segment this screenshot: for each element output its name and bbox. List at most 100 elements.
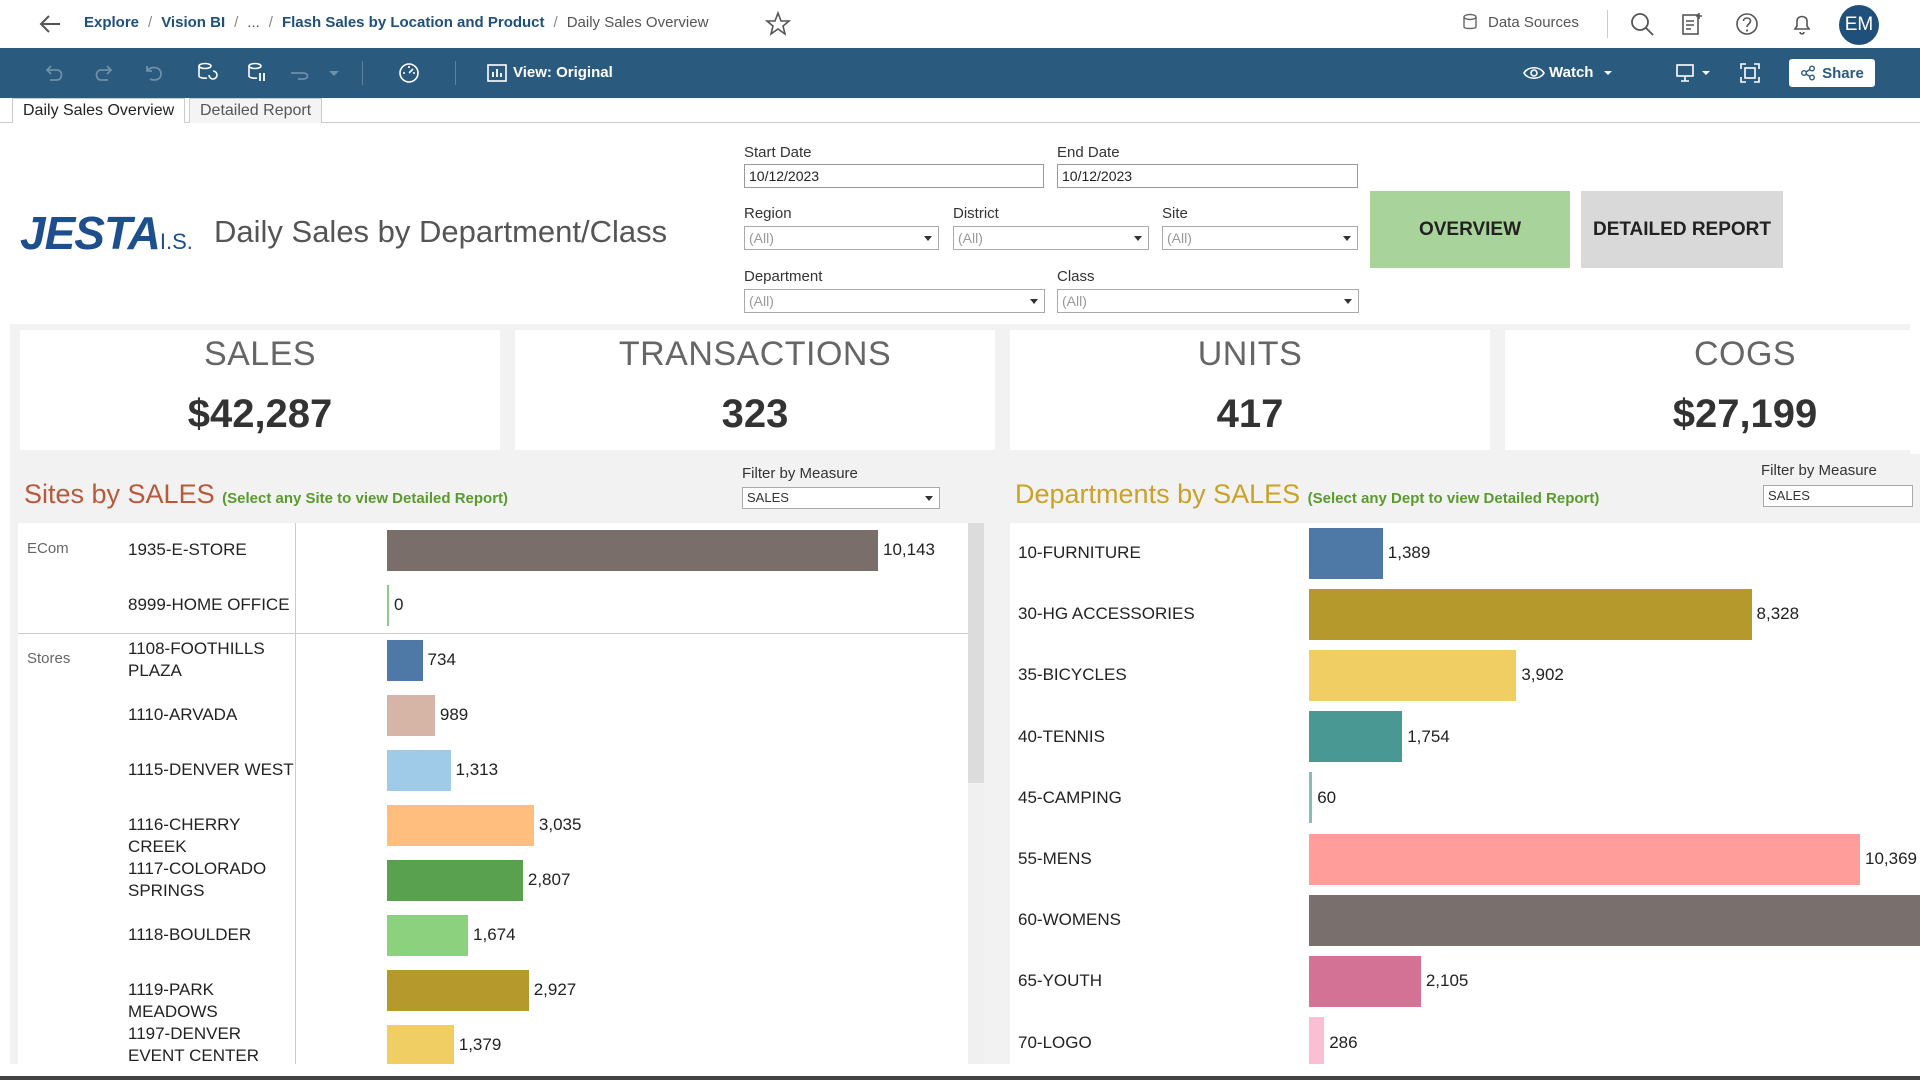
department-row-label[interactable]: 60-WOMENS [1018, 910, 1121, 930]
site-row-label[interactable]: 1935-E-STORE [128, 540, 247, 559]
breadcrumb-ellipsis[interactable]: ... [247, 14, 260, 31]
redo-icon[interactable] [92, 61, 116, 85]
sites-scrollbar-thumb[interactable] [968, 523, 984, 783]
site-bar[interactable] [387, 584, 389, 626]
revert-icon[interactable] [142, 61, 166, 85]
sites-grid-divider [295, 523, 296, 1064]
department-row-label[interactable]: 10-FURNITURE [1018, 543, 1141, 562]
departments-measure-value: SALES [1768, 488, 1810, 503]
end-date-input[interactable]: 10/12/2023 [1057, 164, 1358, 188]
breadcrumb-explore[interactable]: Explore [84, 14, 140, 31]
detailed-report-button[interactable]: DETAILED REPORT [1581, 191, 1783, 268]
search-icon[interactable] [1628, 10, 1656, 38]
site-value-label: 1,674 [473, 925, 516, 944]
help-icon[interactable] [1733, 10, 1761, 38]
user-avatar[interactable]: EM [1839, 5, 1879, 45]
department-bar[interactable] [1309, 894, 1920, 946]
department-select[interactable]: (All) [744, 289, 1045, 313]
department-row-label[interactable]: 65-YOUTH [1018, 971, 1103, 991]
region-label: Region [744, 205, 792, 222]
chevron-down-icon[interactable] [322, 61, 346, 85]
sites-bar-chart: ECom 1935-E-STORE 10,143 8999-HOME OFFICE 0 S… [18, 523, 968, 1064]
metrics-gauge-icon[interactable] [397, 61, 421, 85]
eye-icon [1523, 66, 1545, 80]
sites-measure-select[interactable]: SALES [742, 487, 940, 509]
view-original-label[interactable]: View: Original [513, 64, 613, 81]
tab-detailed-report[interactable]: Detailed Report [189, 98, 323, 123]
custom-view-icon[interactable] [485, 61, 509, 85]
sites-scrollbar[interactable] [968, 523, 984, 1064]
kpi-cogs[interactable]: COGS $27,199 [1505, 330, 1920, 450]
department-bar[interactable] [1309, 955, 1421, 1007]
site-bar[interactable] [387, 804, 534, 846]
class-select[interactable]: (All) [1057, 289, 1359, 313]
site-row-label[interactable]: 1116-CHERRY CREEK [128, 815, 241, 856]
site-row-label[interactable]: 1119-PARK MEADOWS [128, 980, 218, 1021]
kpi-units[interactable]: UNITS 417 [1010, 330, 1490, 450]
data-sources-label: Data Sources [1488, 13, 1579, 31]
notifications-bell-icon[interactable] [1788, 10, 1816, 38]
site-row-label[interactable]: 1118-BOULDER [128, 925, 252, 944]
overview-button[interactable]: OVERVIEW [1370, 191, 1570, 268]
pause-updates-icon[interactable] [245, 61, 269, 85]
department-row-label[interactable]: 40-TENNIS [1018, 726, 1105, 746]
department-bar[interactable] [1309, 527, 1383, 579]
kpi-title: TRANSACTIONS [618, 335, 892, 373]
kpi-sales[interactable]: SALES $42,287 [20, 330, 500, 450]
favorite-star-icon[interactable] [764, 10, 792, 38]
site-row-label[interactable]: 1110-ARVADA [128, 705, 238, 724]
department-bar[interactable] [1309, 772, 1313, 824]
chevron-down-icon [1343, 236, 1351, 241]
refresh-data-icon[interactable] [195, 61, 219, 85]
site-bar[interactable] [387, 914, 469, 956]
breadcrumb-workbook[interactable]: Flash Sales by Location and Product [281, 14, 545, 31]
department-value-label: 2,105 [1425, 971, 1469, 991]
jesta-logo: JESTAI.S. [20, 207, 193, 259]
back-arrow-icon[interactable] [36, 10, 64, 38]
site-bar[interactable] [387, 1024, 454, 1064]
kpi-value: 323 [721, 392, 789, 436]
tab-daily-sales-overview[interactable]: Daily Sales Overview [12, 98, 186, 123]
site-row-label[interactable]: 1108-FOOTHILLS PLAZA [128, 639, 265, 680]
site-row-label[interactable]: 1115-DENVER WEST [128, 760, 294, 779]
fullscreen-icon[interactable] [1738, 61, 1762, 85]
present-icon[interactable] [1674, 61, 1698, 85]
department-row-label[interactable]: 70-LOGO [1018, 1032, 1092, 1052]
district-select[interactable]: (All) [953, 226, 1149, 250]
department-bar[interactable] [1309, 588, 1752, 640]
start-date-input[interactable]: 10/12/2023 [744, 164, 1044, 188]
department-row-label[interactable]: 35-BICYCLES [1018, 665, 1127, 685]
data-sources-button[interactable]: Data Sources [1462, 13, 1579, 31]
site-bar[interactable] [387, 529, 878, 571]
breadcrumb-vision-bi[interactable]: Vision BI [161, 14, 226, 31]
department-bar[interactable] [1309, 711, 1403, 763]
site-bar[interactable] [387, 969, 529, 1011]
departments-chart-title: Departments by SALES (Select any Dept to… [1015, 479, 1600, 509]
department-bar[interactable] [1309, 1017, 1325, 1064]
site-value-label: 734 [427, 650, 456, 669]
chevron-down-icon[interactable] [1596, 61, 1620, 85]
region-select[interactable]: (All) [744, 226, 939, 250]
site-row-label[interactable]: 8999-HOME OFFICE [128, 595, 290, 614]
share-icon [1801, 65, 1816, 81]
department-row-label[interactable]: 30-HG ACCESSORIES [1018, 604, 1195, 624]
department-bar[interactable] [1309, 833, 1860, 885]
site-row-label[interactable]: 1197-DENVER EVENT CENTER [128, 1024, 259, 1064]
share-button[interactable]: Share [1789, 59, 1875, 87]
new-workbook-icon[interactable] [1678, 10, 1706, 38]
department-row-label[interactable]: 45-CAMPING [1018, 787, 1122, 807]
watch-button[interactable]: Watch [1549, 64, 1594, 81]
site-bar[interactable] [387, 639, 423, 681]
undo-icon[interactable] [42, 61, 66, 85]
department-row-label[interactable]: 55-MENS [1018, 849, 1092, 868]
site-bar[interactable] [387, 749, 451, 791]
chevron-down-icon[interactable] [1694, 61, 1718, 85]
site-select[interactable]: (All) [1162, 226, 1358, 250]
departments-measure-select[interactable]: SALES [1763, 485, 1913, 507]
site-bar[interactable] [387, 859, 523, 901]
kpi-transactions[interactable]: TRANSACTIONS 323 [515, 330, 995, 450]
department-bar[interactable] [1309, 649, 1517, 701]
site-row-label[interactable]: 1117-COLORADO SPRINGS [128, 859, 267, 900]
replay-animation-icon[interactable] [288, 61, 312, 85]
site-bar[interactable] [387, 694, 435, 736]
